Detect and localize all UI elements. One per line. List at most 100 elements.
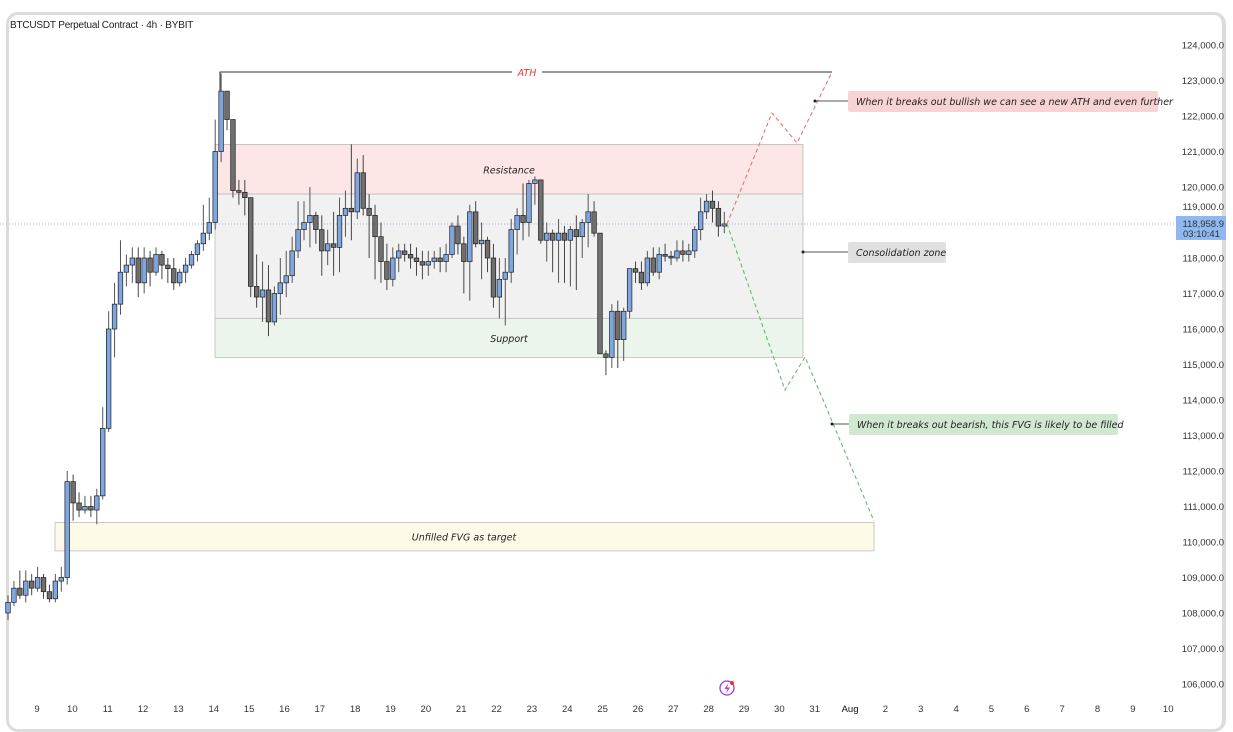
candle-body <box>129 257 135 266</box>
candle <box>455 215 461 255</box>
candle-body <box>88 506 94 511</box>
candle-body <box>348 207 355 213</box>
candle-body <box>200 232 207 245</box>
price-tag-countdown: 03:10:41 <box>1183 229 1220 240</box>
bearish-projection-path[interactable] <box>726 223 875 522</box>
candle-body <box>461 243 467 262</box>
candle-body <box>188 254 195 266</box>
candle-body <box>295 229 301 252</box>
time-tick-label: 22 <box>491 704 502 714</box>
candle-body <box>508 229 514 273</box>
candle-body <box>473 211 479 245</box>
candle-body <box>526 183 532 223</box>
candle-body <box>313 215 319 230</box>
time-tick-label: 23 <box>527 704 538 714</box>
time-tick-label: 14 <box>208 704 219 714</box>
support-label: Support <box>490 334 529 345</box>
candle <box>277 258 283 315</box>
price-tick-label: 112,000.0 <box>1182 467 1224 478</box>
candle <box>188 250 195 269</box>
candles-layer <box>5 73 727 621</box>
candle-body <box>319 229 325 252</box>
fvg-zone[interactable] <box>54 522 875 552</box>
candle <box>555 218 562 283</box>
bullish-projection-path[interactable] <box>726 71 833 225</box>
candle-body <box>603 353 609 358</box>
candle <box>484 236 491 273</box>
candle <box>538 179 544 244</box>
candle <box>520 183 526 241</box>
candle-body <box>105 328 112 429</box>
candle <box>82 495 88 514</box>
candle <box>111 282 118 358</box>
time-tick-label: 19 <box>385 704 396 714</box>
candle <box>200 204 207 251</box>
candle <box>135 247 141 298</box>
candle <box>366 194 372 258</box>
candle <box>117 240 124 315</box>
candle-body <box>591 211 597 234</box>
candle-body <box>283 275 289 284</box>
candle-body <box>449 225 455 255</box>
ath-line[interactable] <box>219 71 832 92</box>
candle <box>413 247 420 276</box>
candle <box>697 197 704 241</box>
price-axis[interactable]: 124,000.0 123,000.0 122,000.0 121,000.0 120,… <box>1182 41 1224 691</box>
candle-body <box>544 232 550 241</box>
price-tick-label: 106,000.0 <box>1182 680 1224 691</box>
candle-body <box>538 179 544 241</box>
candle-body <box>721 223 727 227</box>
candle <box>330 211 337 276</box>
support-zone[interactable] <box>214 317 804 358</box>
candle-body <box>419 261 426 266</box>
candle-body <box>289 250 295 277</box>
candle <box>514 208 520 255</box>
callout-anchor-dot <box>813 99 817 103</box>
candle <box>656 247 662 280</box>
callout-bearish[interactable]: When it breaks out bearish, this FVG is … <box>830 414 1125 435</box>
candle <box>105 311 112 432</box>
candle <box>508 218 514 283</box>
candle-body <box>58 577 64 582</box>
candle <box>632 261 639 283</box>
candle-body <box>644 257 651 284</box>
callout-bullish[interactable]: When it breaks out bullish we can see a … <box>813 91 1175 112</box>
candle-body <box>325 243 331 252</box>
price-tick-label: 116,000.0 <box>1182 325 1224 336</box>
price-tick-label: 108,000.0 <box>1182 609 1224 620</box>
price-tick-label: 109,000.0 <box>1182 573 1224 584</box>
candle-body <box>668 255 674 259</box>
candle <box>23 570 29 603</box>
candle <box>206 197 212 241</box>
callout-neutral[interactable]: Consolidation zone <box>801 242 947 263</box>
candle-body <box>615 310 621 340</box>
candle <box>289 236 295 283</box>
candle <box>591 201 597 237</box>
time-axis[interactable]: 9 10 11 12 13 14 15 16 17 18 19 20 21 22 23 24 25 26 27 28 2… <box>34 704 1173 714</box>
price-tick-label: 120,000.0 <box>1182 183 1224 194</box>
resistance-zone[interactable] <box>214 143 804 195</box>
candle-body <box>455 225 461 245</box>
candle-body <box>230 119 236 191</box>
lightning-bolt-icon[interactable] <box>719 680 735 696</box>
candle <box>585 194 591 248</box>
candle-body <box>656 254 662 273</box>
candle-body <box>70 481 76 504</box>
candle-body <box>561 232 568 241</box>
candle <box>165 258 171 283</box>
candle <box>544 222 550 262</box>
price-tick-label: 115,000.0 <box>1182 360 1224 371</box>
candle <box>34 566 41 592</box>
time-tick-label: 30 <box>774 704 785 714</box>
candle <box>384 243 390 290</box>
candle <box>425 250 431 276</box>
candle-body <box>206 222 212 234</box>
candle <box>502 258 508 326</box>
candle-body <box>5 601 11 614</box>
callout-text: Consolidation zone <box>856 248 946 259</box>
candle <box>573 215 579 290</box>
price-tick-label: 111,000.0 <box>1183 502 1224 513</box>
price-tick-label: 124,000.0 <box>1182 41 1224 52</box>
candle-body <box>443 254 449 262</box>
